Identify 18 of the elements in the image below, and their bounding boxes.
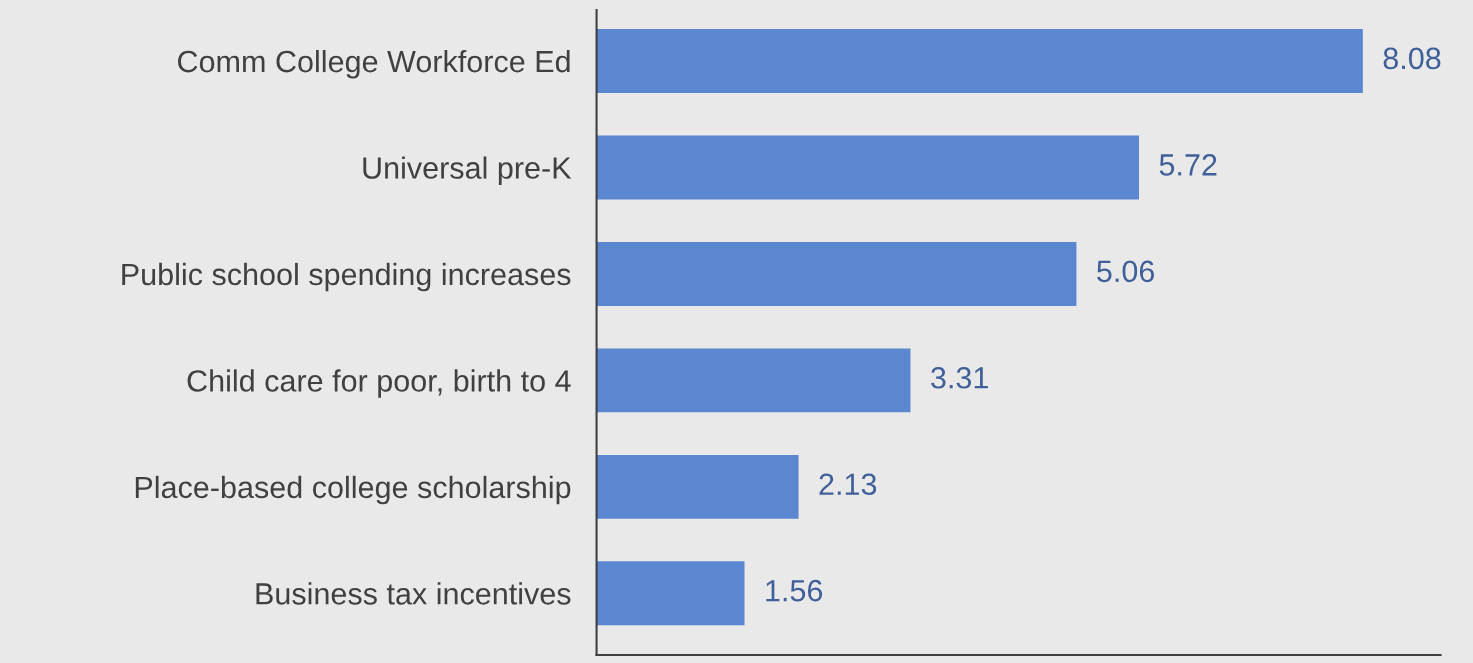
bar — [596, 454, 799, 519]
y-tick-label: Public school spending increases — [122, 262, 571, 292]
data-label: 5.72 — [1159, 154, 1217, 176]
data-label: 5.06 — [1097, 260, 1154, 283]
bar — [596, 29, 1363, 93]
bar — [596, 242, 1077, 306]
y-tick-label: Universal pre-K — [363, 156, 572, 185]
y-tick-label: Business tax incentives — [256, 582, 571, 605]
bar — [596, 135, 1140, 200]
y-tick-label: Child care for poor, birth to 4 — [187, 369, 571, 398]
bar — [596, 348, 911, 413]
data-label: 2.13 — [819, 473, 877, 496]
y-tick-label: Comm College Workforce Ed — [178, 49, 570, 79]
data-label: 3.31 — [931, 366, 988, 389]
y-tick-label: Place-based college scholarship — [135, 475, 571, 505]
data-label: 1.56 — [766, 579, 823, 602]
bar — [596, 561, 745, 626]
data-label: 8.08 — [1383, 47, 1441, 70]
